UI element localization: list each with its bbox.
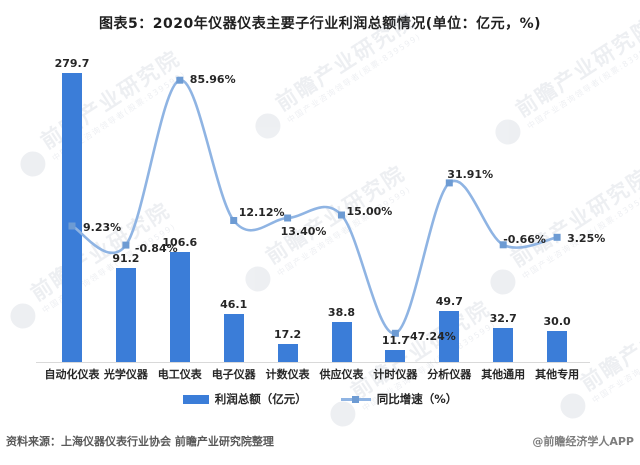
growth-marker [338, 211, 345, 219]
category-label: 计时仪器 [373, 368, 418, 381]
profit-bar [169, 251, 190, 362]
growth-value-label: 15.00% [346, 205, 393, 218]
growth-value-label: 13.40% [280, 225, 327, 238]
profit-bar [331, 321, 352, 362]
bar-value-label: 46.1 [220, 298, 248, 312]
profit-bar [547, 331, 568, 362]
growth-value-label: -0.66% [503, 232, 546, 246]
watermark-logo-icon [5, 298, 41, 334]
watermark-logo-icon [250, 108, 286, 144]
legend-item-profit: 利润总额（亿元） [182, 391, 307, 407]
profit-bar [62, 73, 82, 362]
x-axis-line [36, 362, 590, 363]
chart-title: 图表5：2020年仪器仪表主要子行业利润总额情况(单位：亿元，%) [98, 16, 542, 32]
bar-value-label: 279.7 [54, 57, 90, 70]
watermark-subtext: 中国产业咨询领导者(股票:839599) [285, 31, 423, 125]
profit-bar [115, 267, 136, 362]
growth-value-label: 85.96% [189, 73, 236, 87]
profit-bar [277, 344, 298, 362]
growth-value-label: -47.24% [405, 330, 456, 344]
legend-item-growth: 同比增速（%） [340, 391, 458, 407]
category-label: 其他通用 [481, 368, 526, 381]
watermark-logo-icon [240, 261, 276, 297]
watermark-text: 前瞻产业研究院 [506, 163, 640, 272]
bar-value-label: 38.8 [327, 305, 356, 319]
category-label: 其他专用 [535, 368, 580, 381]
watermark-text: 前瞻产业研究院 [271, 7, 420, 116]
category-label: 电工仪表 [157, 368, 202, 381]
watermark-subtext: 中国产业咨询领导者(股票:839599) [525, 37, 640, 131]
growth-value-label: -0.84% [134, 242, 178, 256]
legend-label-growth: 同比增速（%） [376, 392, 458, 406]
watermark-logo-icon [485, 264, 521, 300]
bar-value-label: 11.7 [381, 333, 409, 347]
bar-value-label: 30.0 [543, 315, 571, 328]
growth-marker [553, 233, 561, 241]
growth-marker [230, 217, 238, 224]
growth-value-label: 9.23% [83, 221, 122, 234]
growth-value-label: 12.12% [238, 205, 285, 219]
bar-value-label: 17.2 [274, 328, 302, 342]
category-label: 分析仪器 [427, 368, 472, 381]
growth-marker [176, 76, 184, 84]
legend: 利润总额（亿元） 同比增速（%） [0, 391, 640, 407]
line-swatch-icon [340, 395, 371, 403]
bar-value-label: 49.7 [435, 294, 463, 308]
source-note: 资料来源：上海仪器仪表行业协会 前瞻产业研究院整理 [6, 435, 274, 448]
footer: 资料来源：上海仪器仪表行业协会 前瞻产业研究院整理 @前瞻经济学人APP [0, 433, 640, 449]
brand-note: @前瞻经济学人APP [532, 435, 634, 448]
profit-bar [223, 314, 244, 362]
growth-marker [284, 214, 292, 222]
growth-value-label: 31.91% [447, 167, 494, 181]
growth-marker [122, 241, 130, 249]
category-label: 电子仪器 [211, 368, 256, 381]
watermark: 前瞻产业研究院 中国产业咨询领导者(股票:839599) [486, 13, 640, 150]
profit-bar [385, 349, 406, 362]
bar-swatch-icon [182, 394, 209, 404]
growth-value-label: 3.25% [567, 232, 606, 246]
category-label: 光学仪器 [103, 368, 148, 381]
category-label: 自动化仪表 [44, 368, 100, 381]
watermark-logo-icon [490, 114, 526, 150]
profit-bar [493, 328, 514, 362]
category-label: 计数仪表 [265, 368, 310, 381]
watermark-text: 前瞻产业研究院 [511, 13, 640, 122]
watermark: 前瞻产业研究院 中国产业咨询领导者(股票:839599) [1, 198, 181, 334]
watermark-logo-icon [15, 146, 51, 182]
growth-line [71, 78, 558, 335]
watermark: 前瞻产业研究院 中国产业咨询领导者(股票:839599) [246, 7, 426, 144]
legend-label-profit: 利润总额（亿元） [214, 392, 307, 406]
category-label: 供应仪表 [319, 368, 364, 381]
